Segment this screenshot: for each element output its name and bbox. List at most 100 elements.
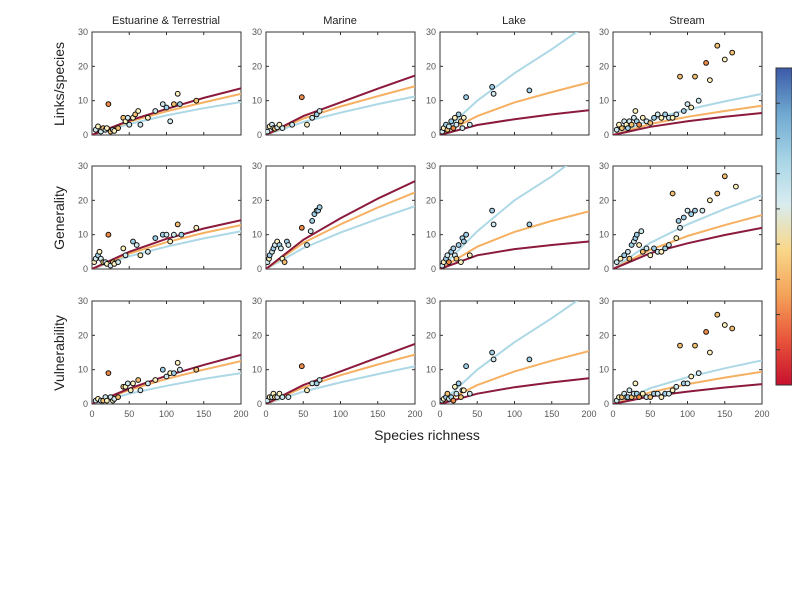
data-point: [145, 380, 151, 387]
data-point: [450, 397, 457, 404]
data-point: [626, 387, 633, 394]
data-point: [703, 60, 709, 66]
fit-curve-light: [440, 32, 579, 135]
data-point: [632, 380, 639, 387]
data-point: [135, 108, 142, 114]
panel-r1-c2: 0 10 20 30: [426, 161, 590, 274]
data-point: [666, 242, 672, 248]
data-point: [455, 380, 462, 387]
data-point: [684, 380, 691, 387]
fit-curve-light: [613, 194, 762, 269]
data-point: [636, 242, 642, 248]
data-point: [463, 231, 470, 238]
data-point: [526, 221, 533, 228]
panel-frame: [91, 165, 242, 270]
panel-r2-c2: 0 10 20 30 0 50 100 150 200: [426, 296, 597, 419]
data-point: [159, 101, 166, 107]
data-point: [490, 221, 497, 228]
x-tick-label: 150: [717, 409, 732, 419]
data-point: [453, 390, 460, 397]
data-point: [453, 121, 460, 128]
data-point: [174, 221, 181, 228]
x-tick-label: 0: [89, 409, 94, 419]
data-point: [279, 394, 286, 401]
data-point: [285, 242, 292, 248]
panel-r2-c0: 0 10 20 30 0 50 100 150 200: [78, 296, 249, 419]
data-point: [669, 190, 676, 197]
y-tick-label: 10: [252, 365, 262, 375]
x-tick-label: 50: [298, 409, 308, 419]
data-point: [278, 245, 284, 252]
data-point: [632, 108, 639, 114]
data-point: [178, 231, 185, 238]
y-tick-label: 10: [599, 365, 609, 375]
data-point: [628, 121, 635, 128]
data-point: [279, 125, 286, 132]
data-point: [289, 121, 296, 128]
data-point: [658, 394, 665, 401]
data-point: [130, 380, 136, 387]
data-point: [266, 128, 271, 135]
x-tick-label: 50: [124, 409, 134, 419]
x-tick-label: 50: [472, 409, 482, 419]
data-point: [450, 245, 457, 252]
data-point: [307, 228, 314, 235]
x-tick-label: 0: [610, 409, 615, 419]
y-tick-label: 20: [426, 61, 436, 71]
data-point: [733, 183, 739, 190]
data-point: [124, 114, 131, 121]
fit-curve-mid: [440, 210, 589, 269]
x-tick-label: 200: [407, 409, 422, 419]
y-tick-label: 20: [252, 61, 262, 71]
y-tick-label: 20: [78, 195, 88, 205]
data-point: [673, 383, 680, 390]
y-tick-label: 10: [252, 96, 262, 106]
data-point: [96, 248, 103, 255]
data-point: [639, 248, 646, 255]
data-point: [613, 126, 620, 133]
data-point: [721, 56, 728, 63]
data-point: [695, 97, 702, 104]
data-point: [619, 125, 625, 132]
y-tick-label: 0: [431, 399, 436, 409]
y-tick-label: 30: [426, 161, 436, 171]
data-point: [167, 118, 174, 125]
panel-r1-c1: 0 10 20 30: [252, 161, 416, 274]
fit-curve-dark: [613, 226, 762, 269]
y-tick-label: 0: [257, 399, 262, 409]
data-point: [285, 394, 292, 401]
data-point: [626, 255, 633, 262]
data-point: [490, 356, 497, 363]
data-point: [463, 94, 470, 101]
data-point: [695, 370, 702, 377]
y-tick-label: 20: [78, 61, 88, 71]
data-point: [680, 108, 687, 114]
data-point: [316, 204, 323, 211]
data-point: [466, 390, 473, 397]
y-tick-label: 20: [599, 195, 609, 205]
y-tick-label: 30: [426, 27, 436, 37]
data-point: [460, 238, 467, 245]
data-point: [298, 363, 305, 370]
data-point: [625, 125, 631, 132]
data-point: [95, 123, 101, 130]
y-tick-label: 30: [78, 27, 88, 37]
fit-curve-dark: [92, 219, 241, 269]
data-point: [167, 238, 174, 245]
fit-curve-mid: [266, 191, 415, 269]
data-point: [171, 101, 177, 107]
data-point: [281, 259, 288, 266]
data-point: [174, 90, 181, 97]
data-point: [658, 248, 665, 255]
data-point: [177, 366, 183, 373]
data-point: [152, 235, 159, 242]
data-point: [105, 231, 112, 238]
panel-r0-c2: 0 10 20 30: [426, 27, 590, 140]
data-point: [304, 387, 310, 394]
panel-r2-c3: 0 10 20 30 0 50 100 150 200: [599, 296, 770, 419]
data-point: [115, 259, 121, 266]
data-point: [677, 224, 683, 231]
y-tick-label: 0: [431, 130, 436, 140]
data-point: [699, 207, 706, 214]
